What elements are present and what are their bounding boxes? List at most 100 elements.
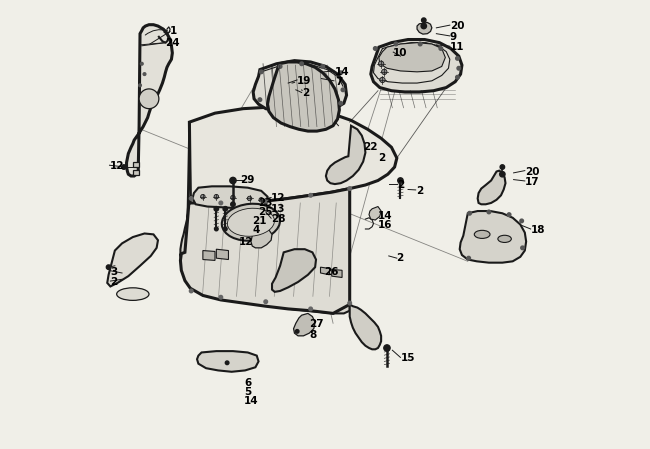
Circle shape (382, 69, 387, 75)
Circle shape (348, 187, 352, 190)
Polygon shape (197, 351, 259, 372)
Text: 8: 8 (309, 330, 317, 339)
Text: 11: 11 (450, 42, 464, 52)
Circle shape (339, 101, 343, 105)
Polygon shape (216, 249, 228, 260)
Circle shape (189, 289, 193, 293)
Circle shape (341, 88, 344, 92)
Circle shape (219, 201, 223, 205)
Polygon shape (320, 267, 330, 275)
Text: 3: 3 (111, 267, 118, 277)
Text: 19: 19 (297, 76, 311, 86)
Polygon shape (379, 43, 445, 72)
Circle shape (259, 70, 263, 74)
Circle shape (259, 198, 263, 202)
Text: 2: 2 (397, 180, 404, 190)
Polygon shape (478, 171, 506, 204)
Polygon shape (203, 251, 215, 260)
Text: 26: 26 (324, 267, 339, 277)
Circle shape (309, 194, 313, 197)
Text: 10: 10 (393, 48, 408, 58)
Circle shape (398, 178, 403, 183)
Circle shape (226, 361, 229, 365)
Circle shape (107, 265, 111, 269)
Text: 2: 2 (111, 277, 118, 287)
Text: 17: 17 (525, 177, 540, 187)
Text: 13: 13 (271, 204, 285, 214)
Circle shape (309, 307, 313, 311)
Text: 14: 14 (244, 396, 259, 405)
Circle shape (223, 207, 227, 211)
Polygon shape (189, 107, 397, 203)
Circle shape (140, 62, 143, 65)
Circle shape (348, 301, 352, 305)
Text: 29: 29 (240, 176, 254, 185)
Circle shape (214, 194, 218, 199)
Text: 22: 22 (363, 142, 378, 152)
Circle shape (230, 177, 236, 184)
Circle shape (214, 207, 218, 211)
Polygon shape (350, 304, 381, 349)
Circle shape (520, 219, 523, 223)
Polygon shape (369, 207, 381, 220)
Text: 12: 12 (271, 194, 285, 203)
Circle shape (487, 210, 491, 214)
Text: 18: 18 (530, 225, 545, 235)
Polygon shape (253, 61, 346, 113)
Text: 14: 14 (335, 67, 350, 77)
Circle shape (374, 47, 377, 50)
Circle shape (219, 295, 223, 299)
Polygon shape (127, 25, 172, 176)
Circle shape (139, 89, 159, 109)
Circle shape (467, 256, 471, 260)
Ellipse shape (116, 288, 149, 300)
Polygon shape (181, 254, 350, 313)
Text: 28: 28 (271, 214, 285, 224)
Polygon shape (460, 211, 526, 263)
Text: 1: 1 (170, 26, 177, 36)
Circle shape (231, 195, 235, 200)
Polygon shape (294, 313, 315, 336)
Text: 9: 9 (450, 32, 457, 42)
Circle shape (122, 165, 126, 169)
Circle shape (521, 246, 525, 250)
Text: 20: 20 (525, 167, 540, 176)
Text: 2: 2 (302, 88, 309, 98)
Polygon shape (326, 126, 365, 184)
Text: 24: 24 (166, 38, 180, 48)
Circle shape (456, 57, 460, 60)
Circle shape (231, 202, 235, 207)
Circle shape (468, 211, 471, 215)
Polygon shape (268, 62, 339, 131)
Circle shape (321, 65, 324, 68)
Circle shape (422, 18, 426, 22)
Polygon shape (192, 186, 268, 209)
Text: 23: 23 (257, 198, 272, 208)
Circle shape (384, 345, 390, 351)
Circle shape (201, 194, 205, 199)
Polygon shape (133, 162, 138, 167)
Circle shape (258, 98, 262, 101)
Text: 14: 14 (378, 211, 393, 221)
Circle shape (214, 227, 218, 231)
Polygon shape (417, 22, 432, 34)
Circle shape (224, 227, 227, 231)
Text: 2: 2 (396, 253, 403, 263)
Circle shape (138, 84, 141, 87)
Text: 12: 12 (239, 237, 254, 247)
Circle shape (295, 330, 299, 333)
Polygon shape (133, 170, 138, 175)
Ellipse shape (498, 235, 512, 242)
Circle shape (378, 61, 383, 66)
Polygon shape (272, 249, 316, 292)
Circle shape (264, 199, 268, 203)
Circle shape (439, 47, 443, 50)
Circle shape (300, 62, 304, 66)
Circle shape (394, 42, 398, 46)
Circle shape (456, 75, 460, 79)
Text: 2: 2 (416, 186, 423, 196)
Polygon shape (332, 269, 342, 277)
Polygon shape (181, 122, 190, 263)
Text: 2: 2 (378, 153, 385, 163)
Circle shape (421, 23, 426, 29)
